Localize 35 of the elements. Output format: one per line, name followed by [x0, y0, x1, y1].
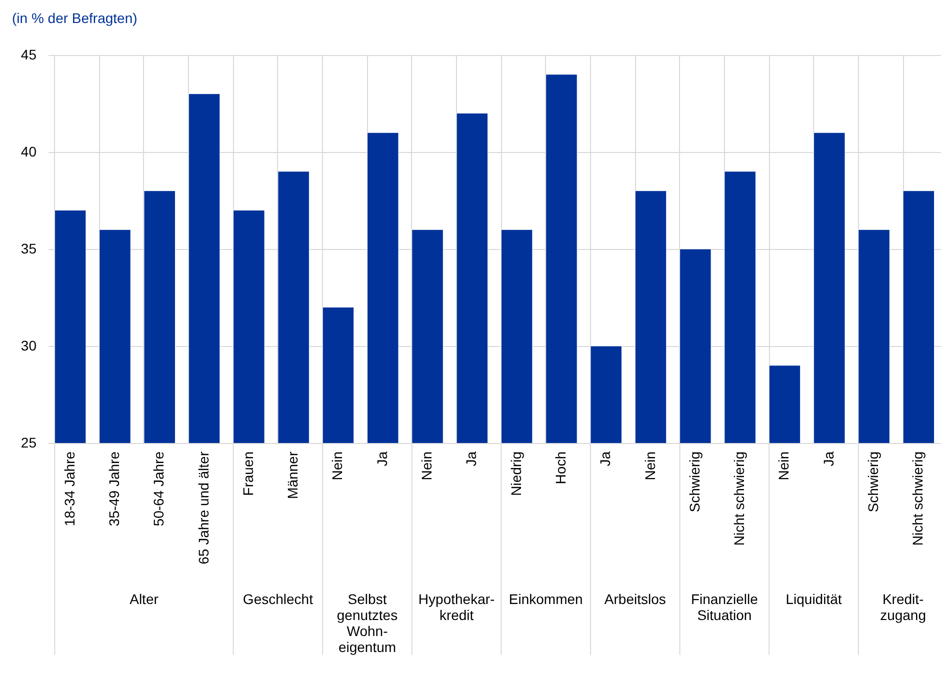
x-tick-label: Ja: [463, 451, 480, 466]
x-tick-label: Nein: [642, 452, 658, 480]
text: Hypothekar- kredit: [418, 591, 496, 623]
x-tick-label: Schwierig: [865, 452, 882, 512]
x-tick-label: Ja: [597, 451, 614, 466]
text: Arbeitslos: [604, 591, 666, 607]
x-tick-label: Frauen: [240, 452, 256, 496]
y-tick-label: 45: [20, 46, 37, 62]
chart-title: (in % der Befragten): [12, 10, 138, 26]
y-tick-label: 35: [20, 240, 37, 256]
x-tick-label: 50-64 Jahre: [150, 451, 167, 526]
x-tick-label: Ja: [820, 451, 836, 466]
x-tick-label: Nein: [776, 452, 792, 480]
text: Finanzielle Situation: [690, 591, 758, 623]
y-tick-label: 40: [20, 144, 37, 160]
text: Einkommen: [508, 591, 583, 607]
x-tick-label: Männer: [284, 451, 301, 499]
x-tick-label: Schwierig: [686, 452, 702, 512]
x-tick-label: Nein: [329, 452, 346, 480]
x-tick-label: 18-34 Jahre: [61, 451, 78, 526]
y-tick-label: 25: [20, 434, 37, 450]
text: Geschlecht: [242, 591, 314, 607]
x-tick-label: Ja: [374, 451, 390, 466]
text: Liquidität: [786, 591, 842, 607]
x-tick-label: Nicht schwierig: [731, 452, 748, 546]
x-tick-label: Nicht schwierig: [910, 452, 926, 546]
x-tick-label: Nein: [418, 452, 435, 480]
x-tick-label: 35-49 Jahre: [106, 451, 122, 526]
x-tick-label: 65 Jahre und älter: [195, 451, 212, 564]
text: Selbst genutztes Wohn- eigentum: [336, 591, 398, 655]
x-tick-label: Niedrig: [508, 452, 524, 496]
y-tick-label: 30: [20, 338, 37, 354]
x-tick-label: Hoch: [552, 452, 568, 484]
text: Kredit- zugang: [880, 591, 926, 623]
text: Alter: [130, 591, 159, 607]
